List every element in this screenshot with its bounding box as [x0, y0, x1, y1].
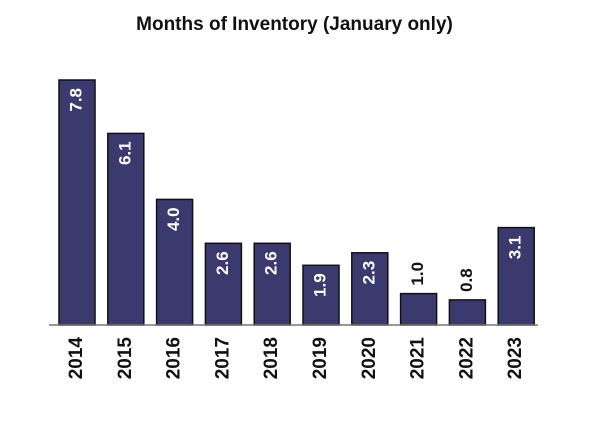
x-tick-label-2015: 2015 — [115, 337, 136, 380]
data-label-2022: 0.8 — [457, 268, 476, 292]
bar-2015 — [107, 132, 145, 326]
data-label-2023: 3.1 — [506, 236, 525, 260]
bar-2017 — [204, 242, 243, 326]
data-label-2016: 4.0 — [164, 207, 183, 231]
x-tick-label-2016: 2016 — [164, 337, 185, 379]
bar-2020 — [351, 252, 389, 326]
data-label-2015: 6.1 — [115, 141, 134, 165]
data-label-2014: 7.8 — [66, 88, 85, 112]
bar-2022 — [448, 299, 487, 326]
data-label-2021: 1.0 — [408, 262, 427, 286]
x-tick-label-2018: 2018 — [261, 337, 282, 379]
x-tick-label-2020: 2020 — [359, 337, 380, 379]
data-label-2017: 2.6 — [213, 251, 232, 275]
chart-title: Months of Inventory (January only) — [136, 14, 453, 35]
data-label-2018: 2.6 — [262, 251, 281, 275]
x-tick-label-2022: 2022 — [456, 337, 477, 379]
x-tick-label-2023: 2023 — [505, 337, 526, 379]
x-tick-label-2017: 2017 — [212, 337, 233, 379]
bar-2023 — [497, 226, 535, 326]
x-tick-label-2014: 2014 — [66, 337, 87, 380]
bar-2021 — [399, 292, 438, 326]
data-label-2020: 2.3 — [359, 261, 378, 285]
bar-2018 — [253, 242, 291, 326]
x-tick-label-2021: 2021 — [408, 337, 429, 380]
bar-2014 — [58, 79, 96, 326]
data-label-2019: 1.9 — [310, 273, 329, 297]
x-tick-label-2019: 2019 — [310, 337, 331, 379]
